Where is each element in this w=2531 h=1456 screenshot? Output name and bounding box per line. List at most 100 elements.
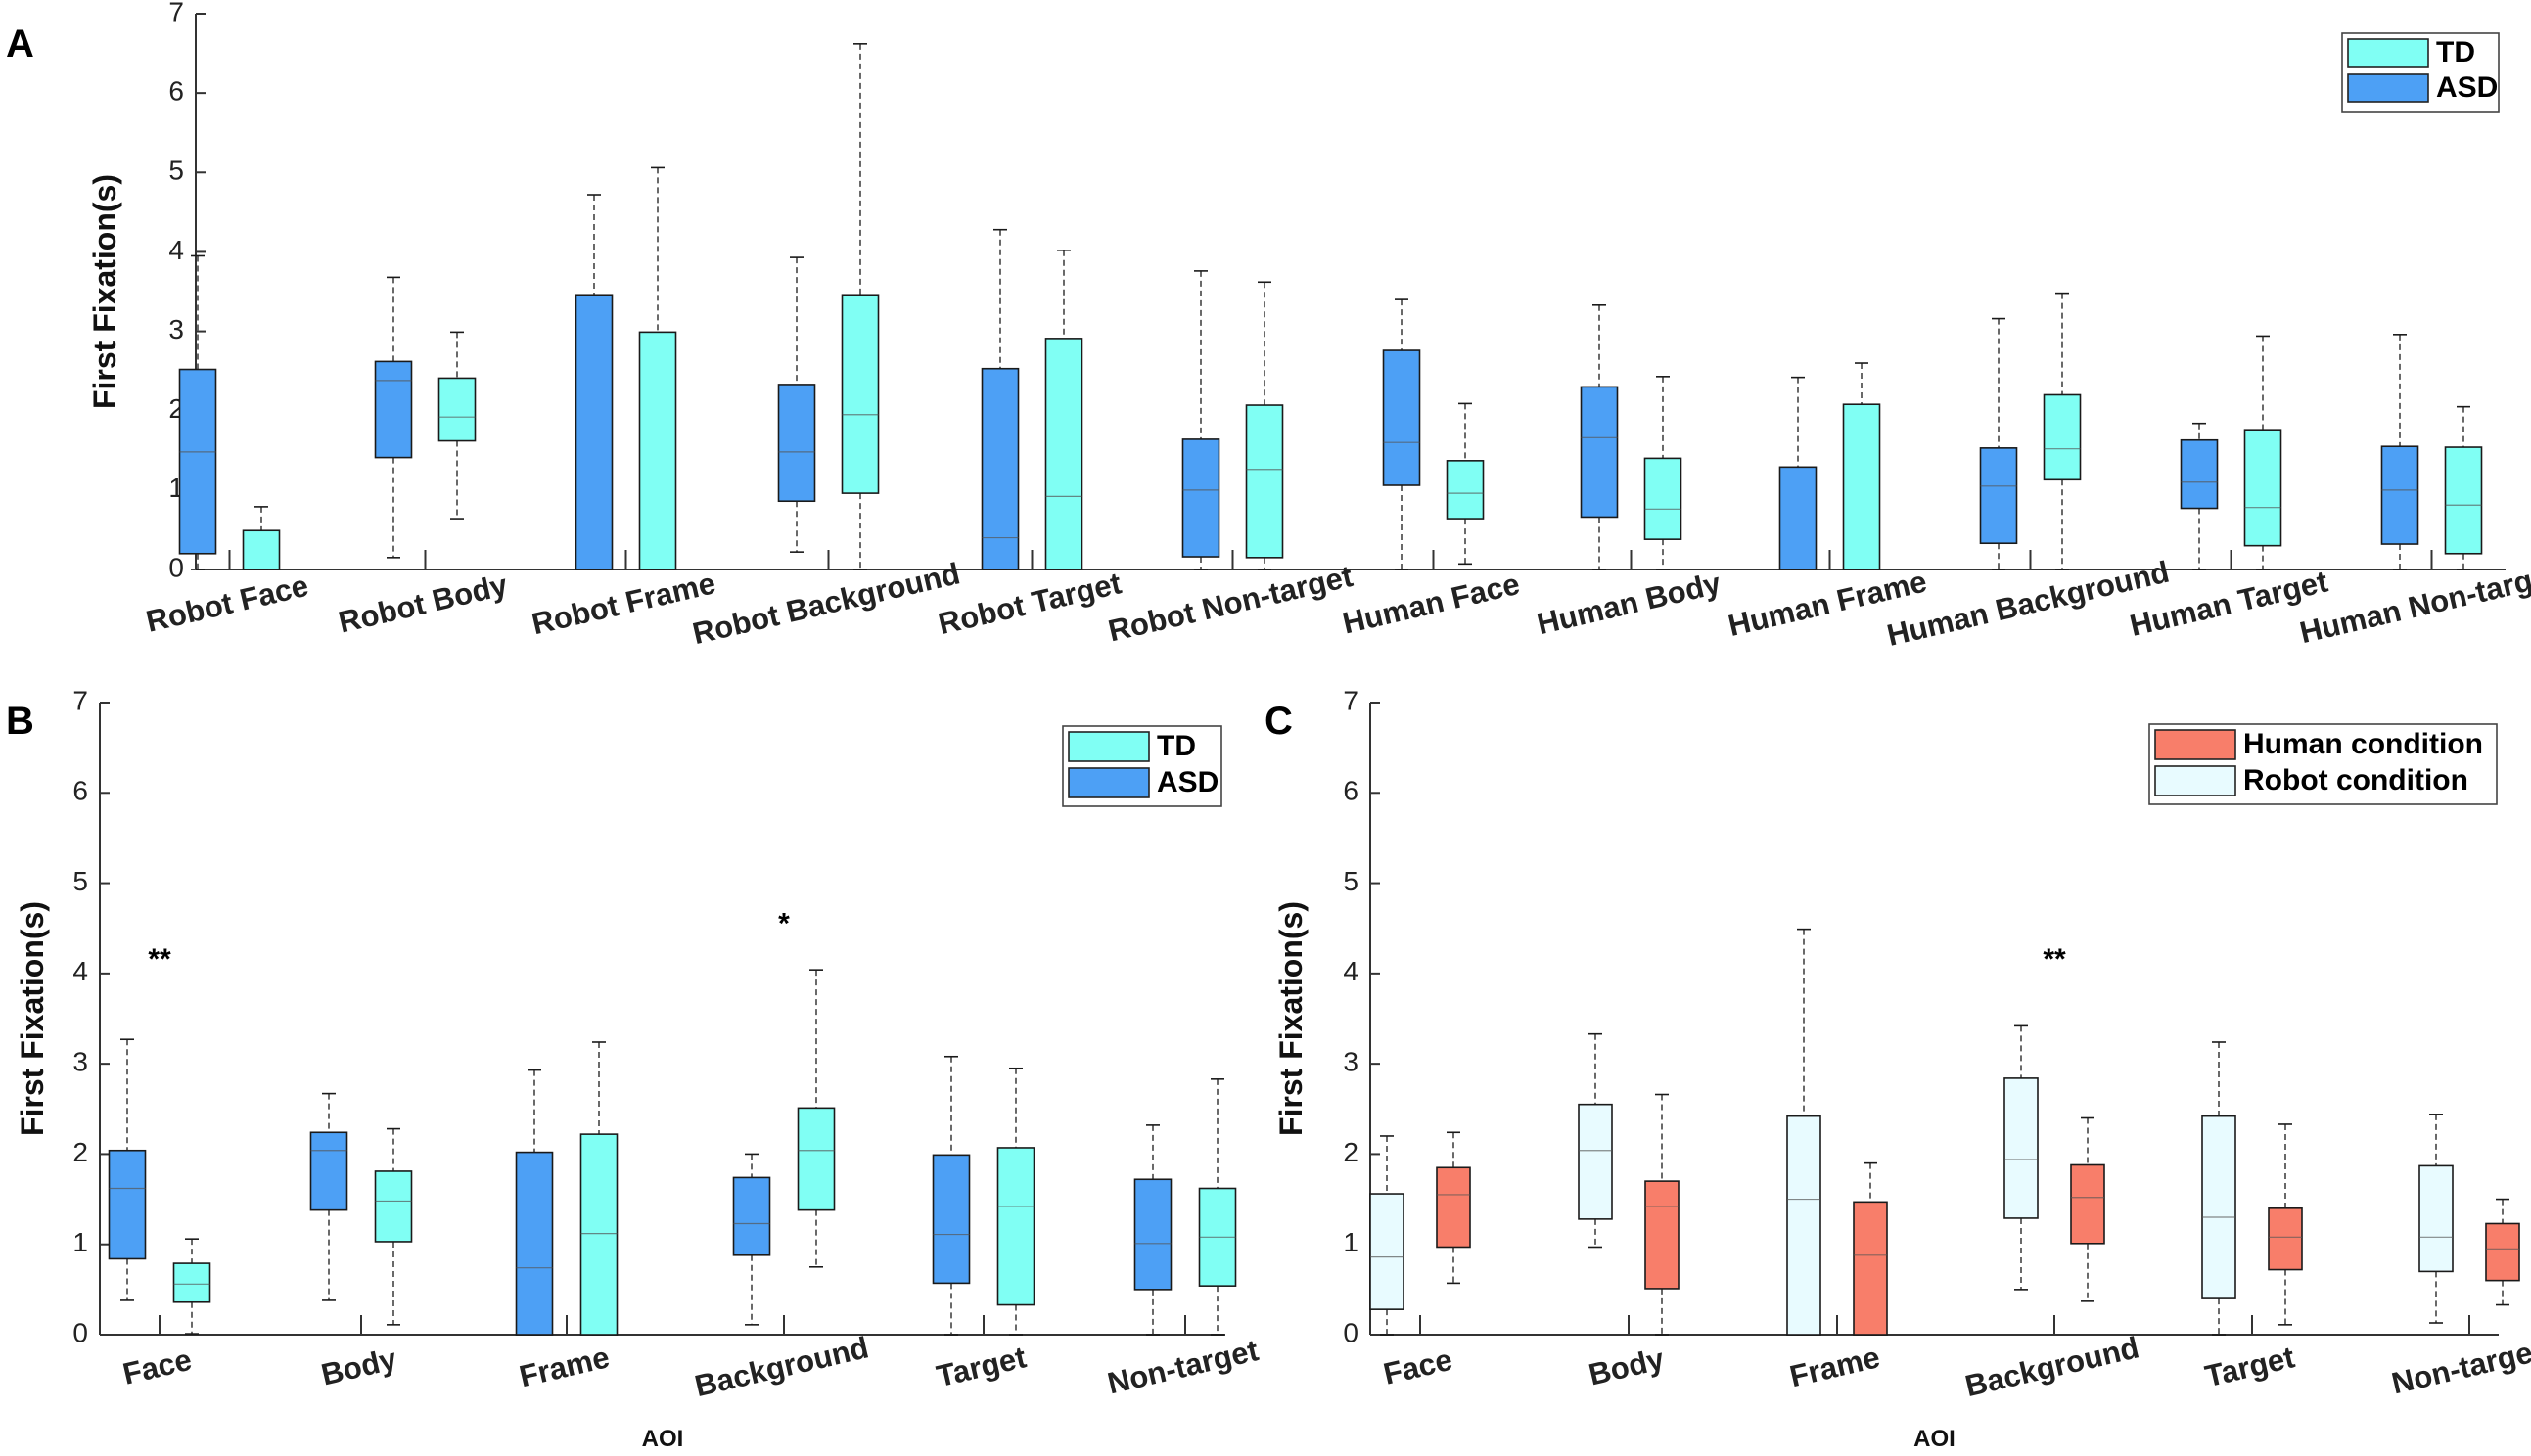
x-category-label: Body [1586, 1342, 1668, 1392]
box-human-condition [1436, 1131, 1471, 1285]
box-iqr [1369, 1193, 1404, 1310]
y-axis-label: First Fixation(s) [1273, 901, 1309, 1136]
legend-swatch [1068, 767, 1150, 798]
box-td [797, 969, 836, 1268]
box-asd [2380, 334, 2419, 570]
y-tick-label: 5 [168, 156, 184, 186]
x-axis-label: AOI [1913, 1426, 1956, 1452]
box-iqr [374, 360, 413, 459]
box-asd [374, 276, 413, 559]
y-tick-label: 6 [168, 76, 184, 107]
box-iqr [1181, 438, 1220, 558]
box-asd [2180, 422, 2219, 570]
legend-swatch [2154, 729, 2236, 760]
box-asd [178, 254, 217, 570]
box-iqr [1643, 457, 1682, 540]
x-category-label: Frame [1786, 1340, 1883, 1393]
box-iqr [1436, 1166, 1471, 1249]
box-td [437, 331, 477, 520]
box-asd [1778, 376, 1818, 570]
box-iqr [1446, 460, 1485, 520]
box-iqr [1979, 447, 2018, 545]
y-tick-label: 4 [168, 235, 184, 265]
x-category-label: Human Face [1339, 567, 1522, 641]
box-asd [1382, 298, 1421, 570]
y-tick-label: 3 [168, 314, 184, 344]
box-iqr [2201, 1115, 2236, 1299]
box-iqr [1644, 1180, 1680, 1290]
box-iqr [437, 377, 477, 442]
box-td [374, 1127, 413, 1326]
y-tick-label: 7 [1343, 685, 1358, 715]
y-tick-label: 2 [1343, 1137, 1358, 1167]
box-td [2043, 292, 2082, 570]
box-asd [1580, 303, 1619, 570]
box-robot-condition [2201, 1041, 2236, 1336]
box-iqr [932, 1154, 971, 1285]
box-iqr [178, 368, 217, 555]
y-axis-label: First Fixation(s) [15, 901, 50, 1136]
legend-swatch [2347, 38, 2429, 68]
box-iqr [1133, 1178, 1173, 1291]
box-iqr [2380, 445, 2419, 545]
box-human-condition [2070, 1116, 2105, 1302]
box-iqr [638, 331, 677, 570]
box-td [1198, 1078, 1237, 1336]
x-category-label: Body [318, 1342, 400, 1392]
box-td [1044, 250, 1083, 570]
x-category-label: Target [2202, 1340, 2298, 1393]
box-robot-condition [1578, 1032, 1613, 1249]
y-tick-label: 3 [1343, 1047, 1358, 1077]
legend: Human condition Robot condition [2148, 723, 2498, 805]
box-asd [732, 1153, 771, 1326]
box-iqr [841, 294, 880, 494]
y-tick-label: 7 [168, 0, 184, 26]
x-category-label: Face [1380, 1342, 1455, 1391]
box-iqr [172, 1262, 211, 1303]
box-iqr [777, 384, 816, 503]
y-tick-label: 0 [72, 1317, 88, 1347]
x-category-label: Background [1962, 1330, 2142, 1403]
box-iqr [1842, 403, 1881, 570]
box-asd [777, 256, 816, 553]
box-iqr [2243, 429, 2282, 547]
box-robot-condition [2418, 1114, 2454, 1324]
box-td [638, 166, 677, 570]
box-iqr [981, 367, 1020, 570]
panel-label: B [6, 700, 34, 743]
x-category-label: Robot Body [336, 568, 512, 640]
legend-label: Human condition [2243, 728, 2483, 760]
y-axis-label: First Fixation(s) [87, 174, 122, 409]
x-category-label: Frame [516, 1340, 613, 1393]
box-iqr [1778, 466, 1818, 570]
box-iqr [2485, 1222, 2520, 1282]
box-td [1245, 281, 1284, 570]
panel-label: C [1265, 700, 1293, 743]
panel-b: B 0 1 2 3 4 5 6 7 First Fixation(s) AOI Face Body Fra… [6, 685, 1262, 1452]
y-tick-label: 0 [168, 552, 184, 582]
x-axis-label: AOI [642, 1426, 684, 1452]
box-iqr [1786, 1115, 1821, 1336]
box-human-condition [2485, 1198, 2520, 1306]
box-asd [575, 194, 614, 570]
box-iqr [2070, 1163, 2105, 1245]
box-iqr [1044, 338, 1083, 570]
y-tick-label: 4 [72, 956, 88, 986]
y-tick-label: 0 [1343, 1317, 1358, 1347]
box-asd [1181, 270, 1220, 570]
box-td [1643, 376, 1682, 570]
panel-c: C 0 1 2 3 4 5 6 7 First Fixation(s) AOI Face Body Fra… [1265, 685, 2531, 1452]
box-iqr [2418, 1164, 2454, 1273]
legend-label: ASD [2436, 71, 2498, 104]
significance-marker: ** [148, 943, 171, 976]
box-asd [981, 228, 1020, 570]
y-tick-label: 6 [72, 776, 88, 806]
box-td [1446, 402, 1485, 566]
y-tick-label: 5 [72, 866, 88, 896]
box-iqr [2003, 1077, 2039, 1219]
box-iqr [1382, 349, 1421, 486]
box-td [2444, 405, 2483, 570]
box-iqr [996, 1147, 1035, 1306]
box-asd [108, 1038, 147, 1301]
